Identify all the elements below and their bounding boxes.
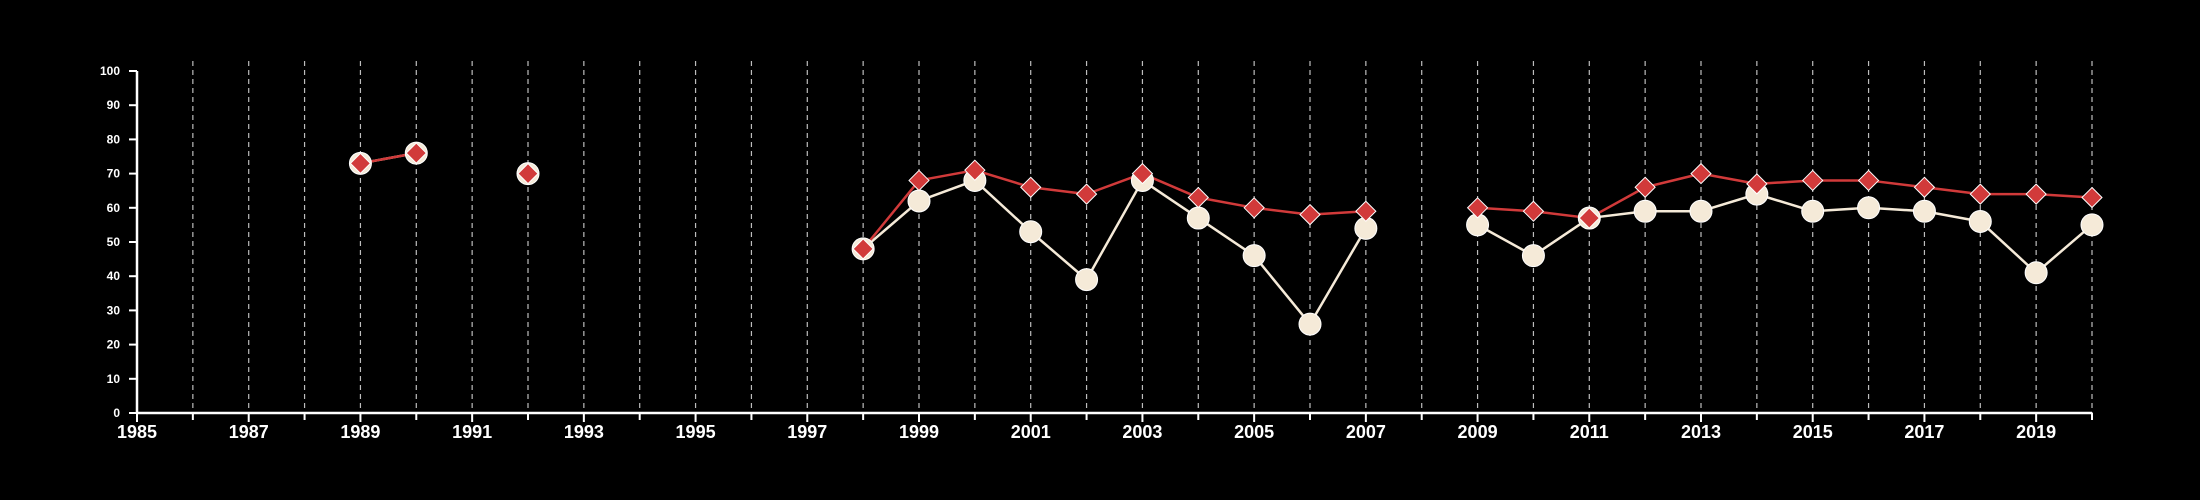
- data-point-diamond: [1522, 200, 1545, 222]
- data-point-circle: [1186, 206, 1210, 230]
- grid-lines: [192, 61, 2093, 413]
- data-point-diamond: [1634, 176, 1656, 198]
- y-tick-label: 50: [107, 235, 121, 249]
- data-point-diamond: [1355, 200, 1377, 222]
- data-point-diamond: [1969, 183, 1991, 205]
- y-tick-label: 30: [107, 303, 121, 317]
- y-tick-label: 70: [107, 167, 121, 181]
- y-tick-label: 60: [107, 201, 121, 215]
- data-point-diamond: [1913, 176, 1936, 198]
- data-point-circle: [2080, 213, 2104, 237]
- data-point-circle: [1075, 268, 1099, 292]
- x-tick-label: 2007: [1346, 422, 1386, 442]
- x-tick-label: 2009: [1458, 422, 1498, 442]
- x-tick-label: 1989: [340, 422, 380, 442]
- data-point-diamond: [1131, 162, 1154, 185]
- data-point-diamond: [1802, 169, 1824, 192]
- data-point-circle: [1912, 199, 1936, 223]
- data-point-circle: [1801, 199, 1825, 223]
- x-tick-label: 2011: [1570, 422, 1609, 442]
- data-point-diamond: [964, 159, 986, 181]
- data-point-circle: [1019, 220, 1043, 244]
- x-tick-label: 2019: [2016, 422, 2056, 442]
- data-point-circle: [1857, 196, 1881, 220]
- x-tick-label: 2013: [1681, 422, 1721, 442]
- y-tick-label: 0: [113, 406, 120, 420]
- data-point-diamond: [1299, 203, 1321, 226]
- data-point-diamond: [1187, 186, 1209, 209]
- x-tick-label: 1995: [676, 422, 716, 442]
- data-point-diamond: [517, 162, 539, 185]
- data-point-diamond: [1746, 173, 1768, 195]
- x-tick-label: 2005: [1234, 422, 1274, 442]
- y-tick-label: 40: [107, 269, 121, 283]
- data-point-circle: [1633, 199, 1657, 223]
- x-tick-label: 1987: [229, 422, 269, 442]
- y-tick-label: 100: [100, 64, 120, 78]
- data-point-diamond: [1075, 183, 1098, 205]
- data-point-circle: [1968, 209, 1992, 233]
- y-tick-label: 20: [107, 338, 121, 352]
- data-point-diamond: [1690, 162, 1712, 185]
- data-point-diamond: [1466, 197, 1489, 219]
- x-tick-label: 1985: [117, 422, 157, 442]
- y-tick-label: 10: [107, 372, 121, 386]
- series-line-0: [862, 179, 1367, 326]
- y-tick-label: 80: [107, 132, 121, 146]
- data-point-diamond: [908, 169, 930, 192]
- data-point-diamond: [1857, 169, 1880, 192]
- data-point-circle: [1298, 312, 1322, 336]
- x-tick-label: 2015: [1793, 422, 1833, 442]
- x-tick-label: 1999: [899, 422, 939, 442]
- data-point-diamond: [349, 152, 372, 175]
- data-point-diamond: [852, 238, 874, 260]
- data-point-diamond: [1020, 176, 1042, 198]
- data-point-circle: [1242, 244, 1266, 268]
- x-tick-label: 2017: [1904, 422, 1944, 442]
- data-point-diamond: [1243, 197, 1265, 219]
- x-tick-label: 2001: [1011, 422, 1051, 442]
- data-point-circle: [1689, 199, 1713, 223]
- data-point-diamond: [405, 142, 427, 164]
- series-markers: [348, 141, 2104, 336]
- axes: 1985 1987 1989 1991 1993 1995 1997 1999 2001 2003…: [100, 64, 2093, 442]
- y-tick-label: 90: [107, 98, 121, 112]
- x-tick-label: 2003: [1122, 422, 1162, 442]
- data-point-circle: [2024, 261, 2048, 285]
- data-point-circle: [1521, 244, 1545, 268]
- x-tick-label: 1993: [564, 422, 604, 442]
- data-point-circle: [907, 189, 931, 213]
- x-tick-label: 1997: [787, 422, 827, 442]
- data-point-diamond: [2081, 186, 2103, 209]
- x-tick-label: 1991: [452, 422, 492, 442]
- series-line-1: [862, 168, 1366, 250]
- data-point-diamond: [1578, 207, 1600, 229]
- data-point-diamond: [2025, 183, 2047, 205]
